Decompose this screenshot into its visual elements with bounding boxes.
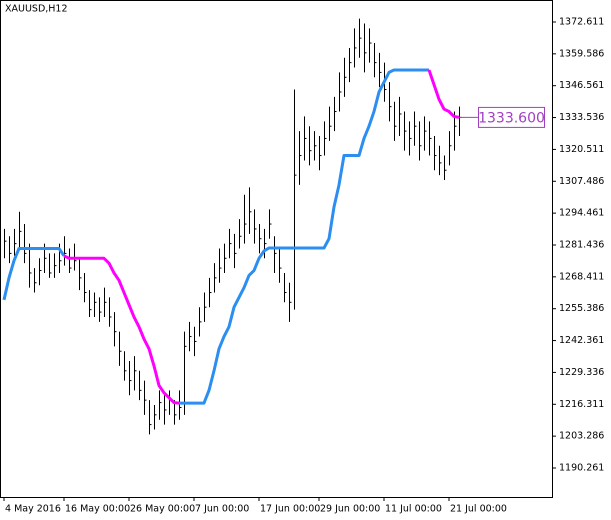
y-tick-label: 1242.361 <box>559 335 604 346</box>
y-tick-label: 1320.511 <box>559 144 604 155</box>
x-tick-label: 11 Jul 00:00 <box>385 504 442 515</box>
y-tick-label: 1229.336 <box>559 367 604 378</box>
y-tick-label: 1203.286 <box>559 431 604 442</box>
y-tick-label: 1307.486 <box>559 176 604 187</box>
x-tick-label: 7 Jun 00:00 <box>195 504 249 515</box>
x-tick-label: 26 May 00:00 <box>130 504 195 515</box>
y-tick-label: 1372.611 <box>559 16 604 27</box>
y-tick-label: 1216.311 <box>559 399 604 410</box>
x-tick-label: 17 Jun 00:00 <box>260 504 320 515</box>
indicator-line <box>63 69 460 405</box>
y-tick-label: 1281.436 <box>559 239 604 250</box>
current-price-label: 1333.600 <box>478 110 545 126</box>
x-tick-label: 21 Jul 00:00 <box>450 504 507 515</box>
y-tick-label: 1268.411 <box>559 271 604 282</box>
y-tick-label: 1190.261 <box>559 462 604 473</box>
y-tick-label: 1359.586 <box>559 48 604 59</box>
x-tick-label: 4 May 2016 <box>5 504 61 515</box>
y-tick-label: 1294.461 <box>559 208 604 219</box>
x-tick-label: 29 Jun 00:00 <box>320 504 380 515</box>
x-tick-label: 16 May 00:00 <box>65 504 130 515</box>
y-tick-label: 1346.561 <box>559 80 604 91</box>
chart-title: XAUUSD,H12 <box>5 4 68 15</box>
indicator-line <box>2 68 429 405</box>
current-price-box <box>478 106 545 128</box>
y-tick-label: 1333.536 <box>559 112 604 123</box>
y-tick-label: 1255.386 <box>559 303 604 314</box>
